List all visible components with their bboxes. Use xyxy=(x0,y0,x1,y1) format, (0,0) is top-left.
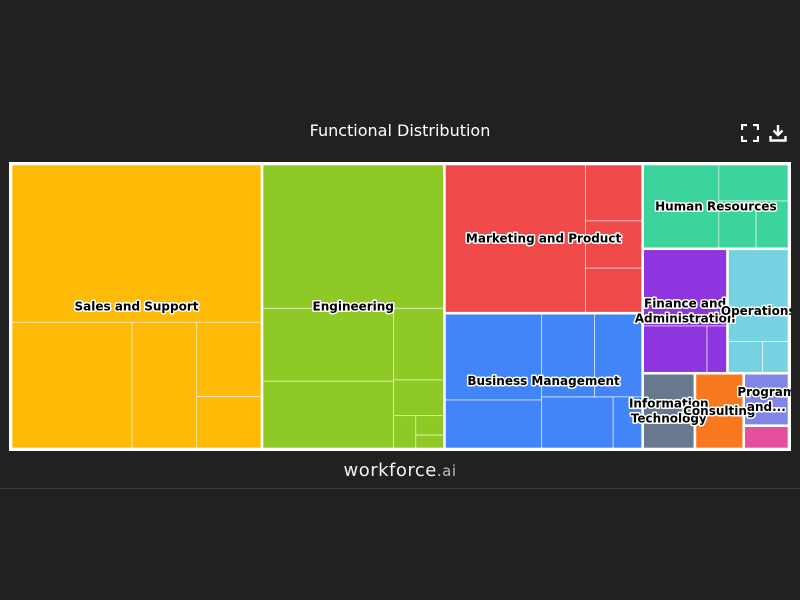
treemap-leaf-operations-2[interactable] xyxy=(762,341,789,373)
treemap-leaf-engineering-6[interactable] xyxy=(415,415,444,436)
treemap-label-business-management: Business Management xyxy=(467,374,620,388)
treemap-leaf-sales-and-support-0[interactable] xyxy=(11,164,262,323)
footer-divider xyxy=(0,488,800,489)
treemap-group-operations[interactable] xyxy=(726,247,791,375)
treemap-leaf-business-management-5[interactable] xyxy=(612,396,642,449)
treemap-leaf-engineering-3[interactable] xyxy=(262,380,395,449)
treemap-leaf-engineering-2[interactable] xyxy=(262,307,395,382)
treemap-leaf-marketing-and-product-3[interactable] xyxy=(584,220,642,269)
treemap-group-sales-and-support[interactable] xyxy=(10,163,263,450)
treemap-label-engineering: Engineering xyxy=(313,300,394,314)
brand-logo: workforce.ai xyxy=(0,460,800,481)
treemap-leaf-human-resources-3[interactable] xyxy=(755,200,789,249)
treemap-leaf-operations-1[interactable] xyxy=(728,341,763,373)
treemap-label-finance-and-administration: Finance and Administration xyxy=(635,297,736,326)
treemap-frame: Sales and Support Engineering Marketing an… xyxy=(9,162,791,451)
treemap-tile-human-resources xyxy=(641,163,791,250)
treemap-chart: Sales and Support Engineering Marketing an… xyxy=(10,163,791,451)
treemap-group-finance-and-administration[interactable] xyxy=(641,247,729,375)
treemap-label-operations: Operations xyxy=(721,304,791,318)
treemap-leaf-human-resources-0[interactable] xyxy=(643,164,720,249)
treemap-leaf-finance-and-administration-0[interactable] xyxy=(643,249,727,327)
treemap-leaf-operations-0[interactable] xyxy=(728,249,789,342)
brand-suffix: .ai xyxy=(436,462,457,480)
treemap-leaf-sales-and-support-3[interactable] xyxy=(11,321,133,449)
treemap-label-marketing-and-product: Marketing and Product xyxy=(466,232,622,246)
treemap-leaf-consulting-0[interactable] xyxy=(695,373,744,449)
treemap-label-human-resources: Human Resources xyxy=(655,199,777,213)
download-icon xyxy=(769,125,787,142)
treemap-leaf-information-technology-0[interactable] xyxy=(643,373,695,424)
treemap-leaf-marketing-and-product-2[interactable] xyxy=(584,267,642,313)
treemap-group-consulting[interactable] xyxy=(693,372,745,450)
chart-title: Functional Distribution xyxy=(309,121,491,140)
treemap-leaf-other-0[interactable] xyxy=(744,426,789,449)
treemap-leaf-finance-and-administration-1[interactable] xyxy=(643,325,708,373)
treemap-leaf-engineering-5[interactable] xyxy=(393,415,417,449)
treemap-leaf-program-and-0[interactable] xyxy=(744,373,789,425)
treemap-label-program-and: Program and... xyxy=(737,385,791,414)
treemap-group-information-technology[interactable] xyxy=(641,372,696,450)
fullscreen-icon xyxy=(740,123,760,143)
treemap-label-information-technology: Information Technology xyxy=(629,397,709,426)
treemap-group-human-resources[interactable] xyxy=(641,163,791,250)
treemap-leaf-information-technology-1[interactable] xyxy=(643,423,695,449)
treemap-group-business-management[interactable] xyxy=(443,312,644,450)
treemap-group-marketing-and-product[interactable] xyxy=(443,163,644,315)
treemap-label-consulting: Consulting xyxy=(683,404,755,418)
treemap-leaf-sales-and-support-4[interactable] xyxy=(196,396,262,449)
treemap-label-sales-and-support: Sales and Support xyxy=(75,300,199,314)
brand-name: workforce xyxy=(343,460,437,481)
treemap-tile-other xyxy=(742,424,791,451)
treemap-leaf-business-management-1[interactable] xyxy=(445,399,543,449)
treemap-leaf-business-management-3[interactable] xyxy=(541,313,595,398)
fullscreen-button[interactable] xyxy=(740,123,760,143)
treemap-leaf-human-resources-1[interactable] xyxy=(718,164,789,202)
treemap-leaf-finance-and-administration-2[interactable] xyxy=(706,325,727,373)
treemap-group-engineering[interactable] xyxy=(260,163,446,450)
treemap-leaf-business-management-0[interactable] xyxy=(445,313,543,401)
treemap-leaf-marketing-and-product-1[interactable] xyxy=(584,164,642,222)
treemap-leaf-sales-and-support-1[interactable] xyxy=(131,321,198,449)
treemap-leaf-engineering-4[interactable] xyxy=(393,379,444,417)
treemap-leaf-engineering-0[interactable] xyxy=(262,164,444,309)
treemap-leaf-human-resources-2[interactable] xyxy=(718,200,757,249)
treemap-leaf-business-management-2[interactable] xyxy=(541,396,614,449)
treemap-leaf-engineering-1[interactable] xyxy=(393,307,444,381)
download-button[interactable] xyxy=(769,124,787,142)
treemap-leaf-marketing-and-product-0[interactable] xyxy=(445,164,586,313)
treemap-leaf-engineering-7[interactable] xyxy=(415,434,444,449)
treemap-leaf-sales-and-support-2[interactable] xyxy=(196,321,262,397)
treemap-group-other[interactable] xyxy=(742,424,791,451)
